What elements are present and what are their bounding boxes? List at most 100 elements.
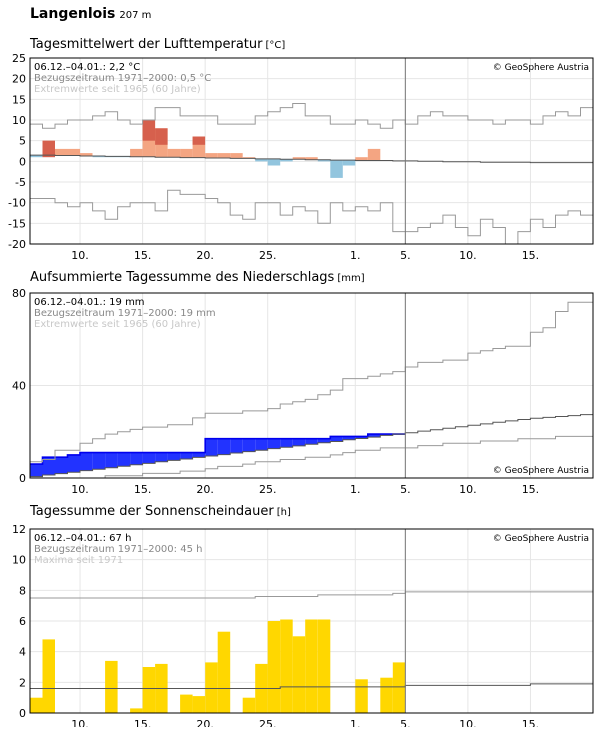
x-tick-label: 1. [350,249,361,260]
y-tick-label: 0 [19,155,26,168]
plot-frame [29,292,594,479]
sun-bar [30,697,43,713]
precip-surplus [255,438,268,451]
sun-title-unit: [h] [276,507,291,518]
legend-line-1: 06.12.–04.01.: 19 mm [34,297,145,308]
legend-line-2: Bezugszeitraum 1971–2000: 0,5 °C [34,73,211,84]
y-tick-label: 6 [19,615,26,628]
sun-bar [217,631,231,713]
precip-surplus [142,452,156,464]
y-tick-label: -15 [8,217,26,230]
x-tick-label: 25. [259,249,277,260]
sun-bar [292,636,306,713]
precip-cumulative-line [30,433,406,465]
y-tick-label: -10 [8,197,26,210]
temp-bar [355,157,368,161]
temp-bar [317,159,331,162]
temp-bar [305,157,318,160]
temp-bar [267,158,281,166]
precip-surplus [167,452,181,461]
sun-bar [242,697,256,713]
sun-title-text: Tagessumme der Sonnenscheindauer [30,504,274,519]
temp-bar [330,160,343,178]
sun-bar [42,639,55,713]
sun-bar [305,619,318,713]
legend-line-1: 06.12.–04.01.: 2,2 °C [34,62,140,73]
station-header: Langenlois 207 m [30,6,151,22]
temp-bar [242,157,256,159]
precip-surplus [342,436,356,440]
precip-surplus [205,438,218,456]
precip-surplus [355,436,368,439]
sun-normal-line [30,683,593,689]
precip-surplus [67,454,80,473]
precip-chart-title: Aufsummierte Tagessumme des Niederschlag… [30,270,365,285]
sun-bar [380,677,393,713]
sun-bar [280,619,293,713]
sun-bar [130,708,143,713]
precipitation-chart: 0 40 80 10. 15. 20. 25. 1. 5. 10. 15. 06.12.–04.01.… [12,287,594,493]
temperature-chart: -20 -15 -10 -5 0 5 10 15 20 25 10. 15. 20. 25. 1. 5. 10.… [8,52,594,260]
precip-surplus [155,452,168,462]
temp-bar-anomaly [42,140,55,158]
x-tick-label: 5. [400,249,411,260]
precip-surplus [105,452,118,468]
x-tick-label: 25. [259,483,277,493]
temp-title-unit: [°C] [265,40,286,51]
precip-extreme-min-line [30,435,593,479]
temp-bar [92,156,106,158]
temp-bar [342,160,356,166]
legend-line-2: Bezugszeitraum 1971–2000: 19 mm [34,308,216,319]
precip-surplus [92,452,106,470]
sun-bar [317,619,331,713]
precip-surplus [330,436,343,442]
legend-line-1: 06.12.–04.01.: 67 h [34,533,131,544]
y-tick-label: 25 [12,52,26,65]
plot-frame [29,528,594,714]
x-tick-label: 5. [400,718,411,727]
temp-bar [80,153,93,156]
temp-bar [180,148,193,158]
precip-surplus [117,452,131,467]
x-tick-label: 15. [522,718,540,727]
y-tick-label: 10 [12,554,26,567]
precip-surplus [280,438,293,448]
x-tick-label: 20. [196,249,214,260]
temp-bar-anomaly [192,136,206,145]
temp-normal-line [30,154,593,164]
precip-extreme-max-line [30,301,593,463]
temp-bar [217,153,231,159]
copyright-label: © GeoSphere Austria [493,534,589,544]
sun-bar [355,679,368,713]
precip-title-unit: [mm] [337,273,365,284]
sun-bar [142,667,156,713]
x-tick-label: 1. [350,718,361,727]
x-tick-label: 15. [134,718,152,727]
legend-line-3: Extremwerte seit 1965 (60 Jahre) [34,319,201,330]
sunshine-chart: 0 2 4 6 8 10 12 10. 15. 20. 25. 1. 5. 10. 15. 06.12.–04… [12,523,594,727]
precip-surplus [242,438,256,452]
sun-bar [105,660,118,713]
x-tick-label: 10. [459,483,477,493]
x-tick-label: 20. [196,718,214,727]
sun-maxima-line [30,591,593,599]
temp-bar [230,153,243,159]
precip-surplus [367,434,381,438]
precip-surplus [55,457,68,474]
temp-chart-title: Tagesmittelwert der Lufttemperatur [°C] [30,37,285,52]
precip-surplus [230,438,243,453]
y-tick-label: 15 [12,93,26,106]
copyright-label: © GeoSphere Austria [493,466,589,476]
temp-bar [367,148,381,161]
temp-bar-anomaly [142,120,156,141]
station-elevation: 207 m [119,10,152,21]
x-tick-label: 15. [134,249,152,260]
y-tick-label: 0 [19,707,26,720]
y-tick-label: 4 [19,646,26,659]
precip-surplus [305,438,318,445]
x-tick-label: 10. [459,249,477,260]
legend-line-2: Bezugszeitraum 1971–2000: 45 h [34,544,202,555]
temp-bar [30,155,43,158]
y-tick-label: 10 [12,114,26,127]
x-tick-label: 15. [134,483,152,493]
